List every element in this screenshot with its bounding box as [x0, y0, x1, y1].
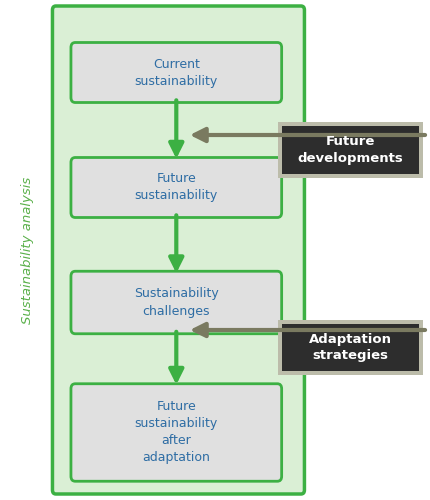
FancyBboxPatch shape [278, 320, 423, 375]
FancyBboxPatch shape [71, 384, 282, 481]
FancyBboxPatch shape [282, 324, 419, 371]
Text: Current
sustainability: Current sustainability [135, 58, 218, 88]
FancyBboxPatch shape [71, 271, 282, 334]
Text: Future
sustainability
after
adaptation: Future sustainability after adaptation [135, 400, 218, 464]
Text: Future
sustainability: Future sustainability [135, 172, 218, 203]
FancyBboxPatch shape [71, 42, 282, 102]
Text: Sustainability
challenges: Sustainability challenges [134, 288, 219, 318]
Text: Adaptation
strategies: Adaptation strategies [309, 332, 392, 362]
FancyBboxPatch shape [52, 6, 304, 494]
Text: Future
developments: Future developments [298, 135, 403, 165]
FancyBboxPatch shape [278, 122, 423, 178]
FancyBboxPatch shape [282, 126, 419, 174]
FancyBboxPatch shape [71, 158, 282, 218]
Text: Sustainability analysis: Sustainability analysis [22, 176, 34, 324]
